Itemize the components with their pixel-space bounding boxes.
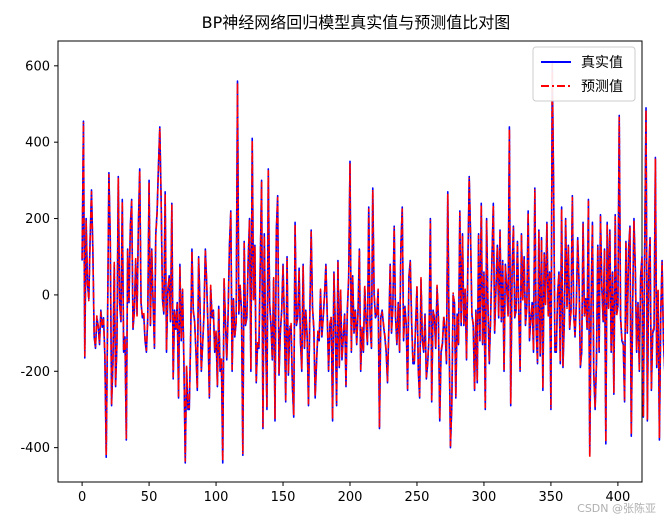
x-tick-label: 350 <box>539 490 564 505</box>
x-tick-label: 300 <box>472 490 497 505</box>
legend-label-true: 真实值 <box>581 55 623 71</box>
legend-label-pred: 预测值 <box>581 79 623 95</box>
x-tick-label: 200 <box>338 490 363 505</box>
legend-box <box>532 46 636 102</box>
x-tick-label: 400 <box>605 490 630 505</box>
x-tick-label: 50 <box>141 490 158 505</box>
y-tick-label: -400 <box>20 441 50 456</box>
x-tick-label: 0 <box>78 490 86 505</box>
y-tick-label: 600 <box>25 59 50 74</box>
axis-ticks: 0 50 100 150 200 250 300 350 400 -400 -200 0 200 400 6… <box>20 59 630 505</box>
y-tick-label: 400 <box>25 136 50 151</box>
series-layer <box>81 59 664 464</box>
x-tick-label: 250 <box>405 490 430 505</box>
y-tick-label: 0 <box>42 288 50 303</box>
series-line-predicted <box>81 59 664 462</box>
watermark-text: CSDN @张陈亚 <box>577 502 656 515</box>
x-tick-label: 100 <box>204 490 229 505</box>
chart-title: BP神经网络回归模型真实值与预测值比对图 <box>202 13 511 32</box>
y-tick-label: -200 <box>20 365 50 380</box>
legend: 真实值 预测值 <box>532 46 636 102</box>
x-tick-label: 150 <box>271 490 296 505</box>
y-tick-label: 200 <box>25 212 50 227</box>
